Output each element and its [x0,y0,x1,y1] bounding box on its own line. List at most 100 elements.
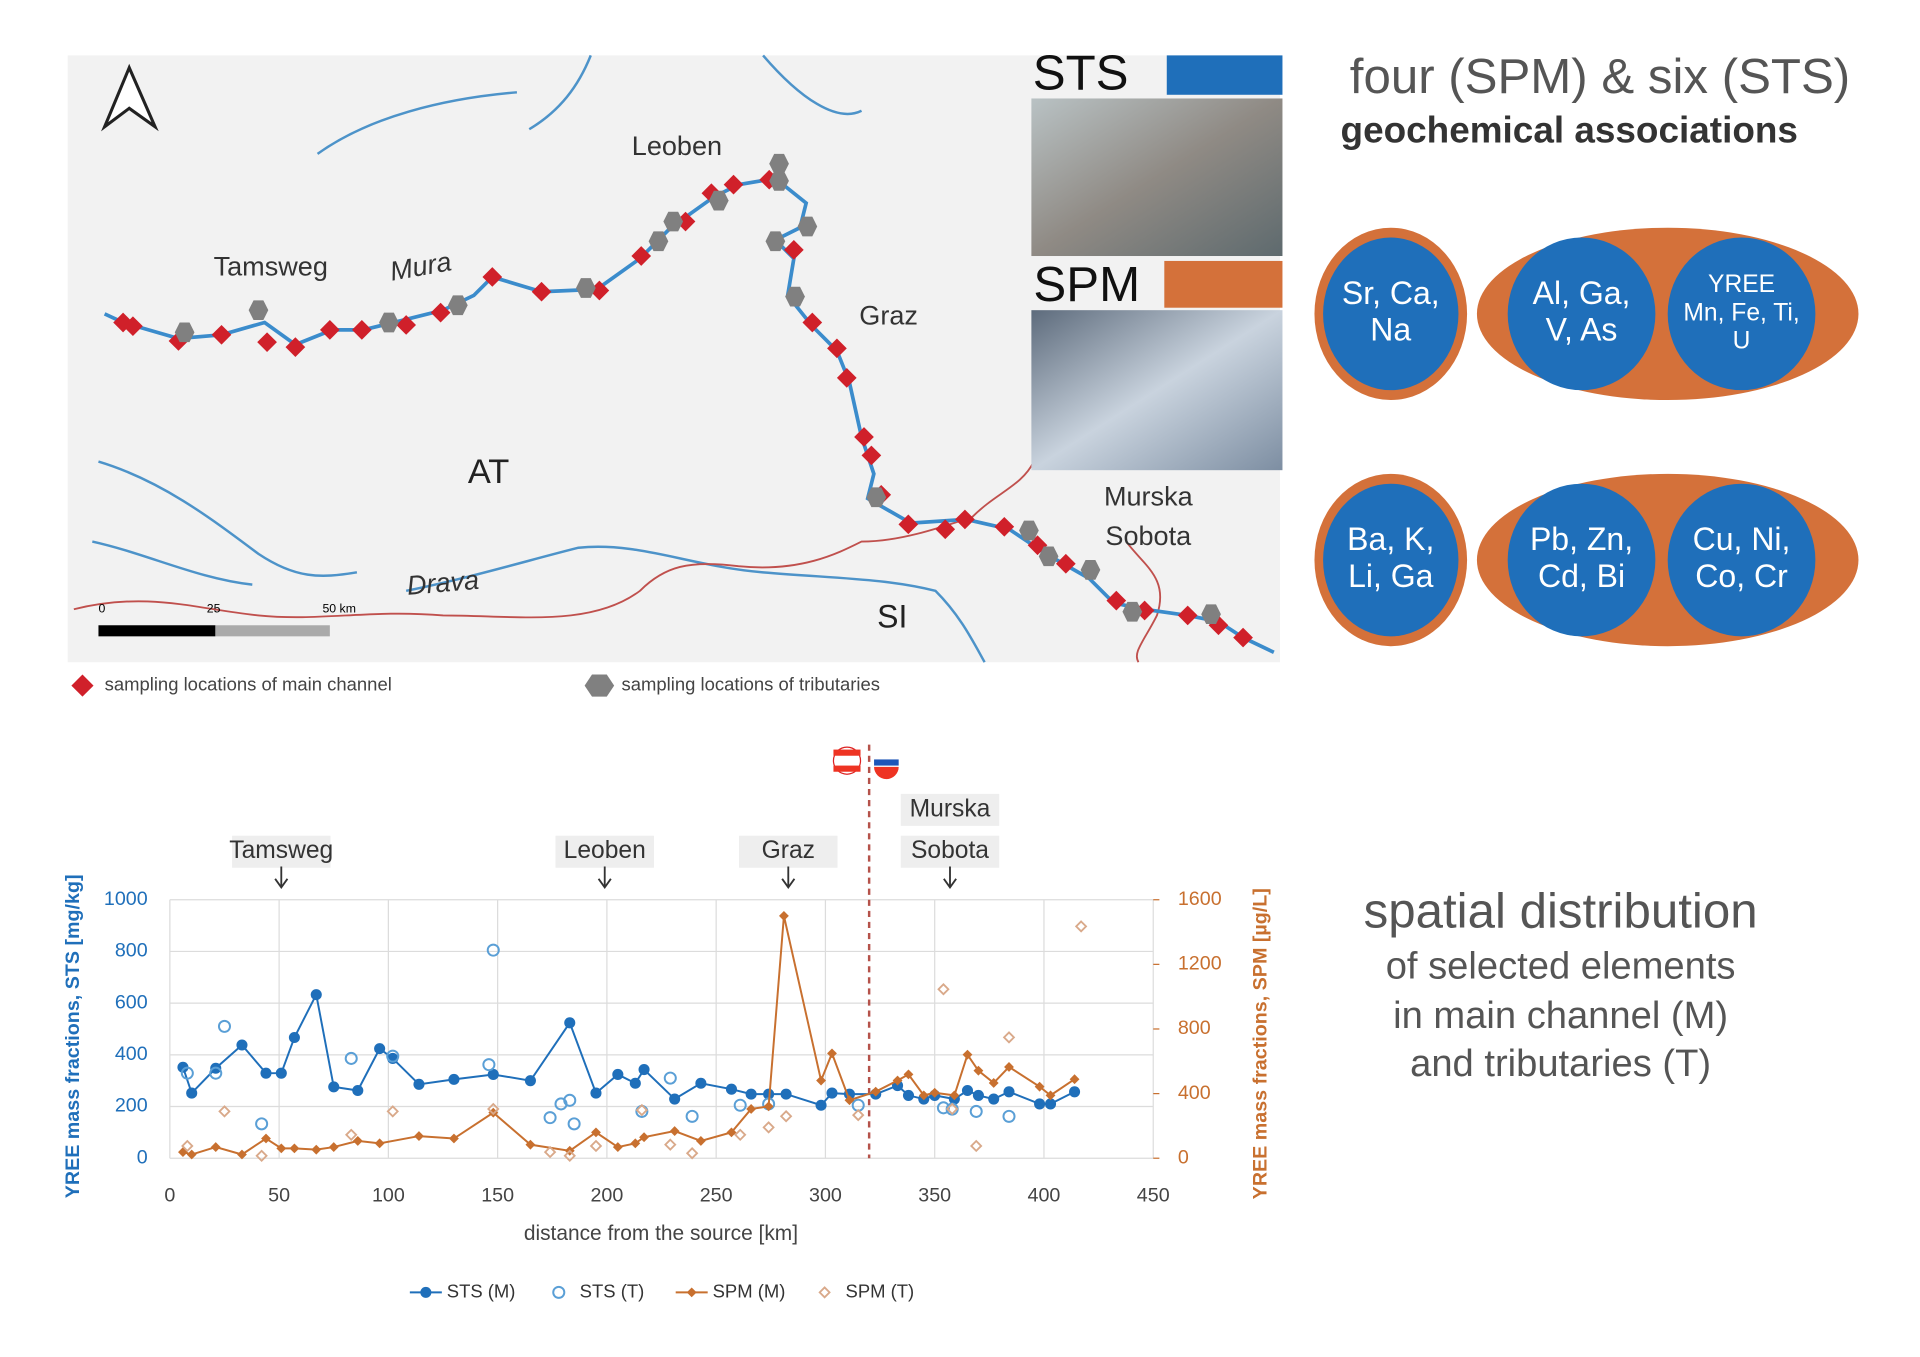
element-label: Ba, K, [1347,521,1434,557]
tributary-site [379,312,399,333]
place-label: Tamsweg [214,250,328,281]
point [892,1075,903,1086]
annotation-arrow [943,878,957,890]
element-label: Sr, Ca, [1342,275,1440,311]
point [870,1086,881,1097]
annotation-arrow [274,878,289,890]
point [449,1133,459,1144]
annotation-arrow [781,878,796,890]
photo [1031,310,1283,471]
river [92,54,986,663]
point [487,1102,500,1116]
element-label: Pb, Zn, [1530,521,1633,557]
point [1003,1086,1015,1098]
series-line [182,991,1076,1107]
place-label: Sobota [1105,520,1192,551]
point [629,1077,641,1089]
point [972,1089,984,1101]
place-label: Leoben [632,130,722,161]
annotation-bg [555,835,654,868]
main-channel-site [531,281,552,302]
annotation-label: Tamsweg [229,837,333,864]
y-tick-label: 400 [115,1043,148,1065]
tributary-site [1038,546,1059,567]
point [288,1031,300,1044]
point [1069,1086,1081,1098]
x-axis-title: distance from the source [km] [524,1222,798,1245]
y-tick-label: 1000 [104,888,148,910]
y2-tick-label: 0 [1178,1146,1189,1168]
main-channel-site [1177,605,1198,626]
associations-title: four (SPM) & six (STS) [1350,49,1850,104]
scale-label: 25 [207,602,221,616]
sample-photos: STS SPM [1031,45,1283,471]
legend-label: sampling locations of main channel [105,673,392,694]
point [328,1142,339,1152]
point [725,1083,738,1095]
point [1034,1081,1045,1092]
tributary-site [1019,520,1039,541]
annotation-bg [232,835,331,868]
point [374,1138,385,1149]
point [762,1121,775,1134]
point [352,1084,364,1097]
flag-si [872,747,900,761]
scale-label: 50 km [322,602,355,616]
point [988,1093,1000,1105]
point [929,1087,940,1098]
point [969,1104,983,1118]
point [311,1144,322,1155]
caption-line: and tributaries (T) [1410,1042,1711,1085]
point [949,1090,960,1101]
sts-association [1507,483,1656,637]
point [695,1077,707,1089]
x-tick-label: 250 [700,1185,733,1207]
tributary-site [1201,604,1221,625]
point [638,1064,650,1076]
legend-marker [686,1287,697,1298]
point [816,1075,826,1086]
main-channel-site [1233,627,1253,648]
element-label: Cu, Ni, [1693,521,1791,557]
point [969,1139,983,1153]
sts-association [1667,237,1816,391]
x-tick-label: 150 [481,1185,514,1207]
sample-swatch [1166,55,1283,95]
point [1044,1098,1057,1110]
point [1069,1074,1080,1085]
point [386,1049,400,1063]
annotation-arrow [597,878,612,890]
point [780,1088,792,1100]
scale-bar [98,625,216,637]
point [669,1093,681,1105]
point [664,1138,677,1151]
place-label: Murska [1104,481,1194,512]
point [310,989,322,1001]
annotation-label: Graz [762,837,815,864]
point [826,1087,838,1099]
y2-tick-label: 400 [1178,1082,1211,1104]
x-tick-label: 50 [268,1185,290,1207]
point [178,1147,188,1158]
point [695,1136,706,1146]
x-tick-label: 450 [1137,1185,1170,1207]
point [289,1143,300,1154]
sample-swatch [1164,260,1283,308]
y2-tick-label: 800 [1178,1017,1211,1039]
point [210,1142,221,1152]
main-channel-site [123,316,143,337]
point [386,1105,399,1118]
annotation-label: Murska [910,795,991,822]
main-channel-site [827,338,847,359]
point [448,1073,460,1085]
point [590,1087,602,1099]
point [567,1117,581,1131]
legend-label: SPM (T) [846,1280,915,1301]
point [543,1145,557,1159]
photo [1031,98,1283,257]
legend-label: SPM (M) [713,1280,786,1301]
element-label: Li, Ga [1348,558,1434,594]
scale-bar [215,625,330,637]
main-channel-site [784,240,804,260]
